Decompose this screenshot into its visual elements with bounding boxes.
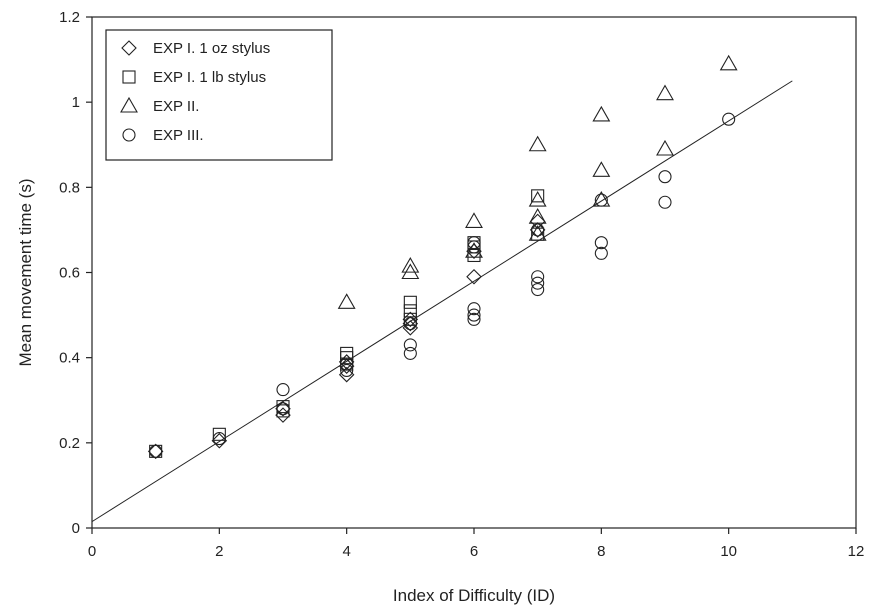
data-point-circle bbox=[467, 302, 481, 316]
data-point-circle bbox=[467, 236, 481, 250]
data-point-circle bbox=[594, 236, 608, 250]
x-tick-label: 8 bbox=[597, 543, 605, 560]
data-point-triangle bbox=[528, 135, 547, 152]
regression-line bbox=[91, 80, 793, 523]
data-point-circle bbox=[340, 363, 354, 377]
legend-square-icon bbox=[122, 70, 136, 84]
data-point-diamond bbox=[211, 432, 228, 449]
x-tick-label: 0 bbox=[88, 543, 96, 560]
data-point-diamond bbox=[466, 268, 482, 285]
data-point-diamond bbox=[338, 366, 355, 383]
data-point-triangle bbox=[465, 242, 483, 258]
y-tick-label: 0.2 bbox=[59, 435, 80, 452]
data-point-circle bbox=[276, 383, 290, 397]
data-point-circle bbox=[467, 312, 481, 326]
data-point-triangle bbox=[528, 208, 547, 224]
y-tick-label: 0 bbox=[72, 520, 80, 537]
legend-triangle-icon bbox=[120, 96, 138, 113]
data-point-triangle bbox=[337, 293, 356, 309]
data-point-circle bbox=[531, 276, 545, 290]
legend-label: EXP III. bbox=[153, 127, 204, 144]
y-tick-label: 0.4 bbox=[59, 350, 80, 367]
y-axis: 0 0.2 0.4 0.6 0.8 1 1.2 bbox=[59, 9, 92, 537]
legend-label: EXP II. bbox=[153, 98, 199, 115]
data-point-square bbox=[403, 295, 417, 309]
legend-label: EXP I. 1 oz stylus bbox=[153, 40, 270, 57]
data-point-triangle bbox=[656, 139, 674, 156]
x-tick-label: 2 bbox=[215, 543, 223, 560]
data-point-square bbox=[531, 189, 545, 203]
data-point-circle bbox=[594, 193, 608, 207]
data-point-circle bbox=[149, 444, 163, 458]
legend-label: EXP I. 1 lb stylus bbox=[153, 69, 266, 86]
data-point-diamond bbox=[529, 222, 546, 238]
data-point-circle bbox=[531, 223, 545, 237]
legend-box bbox=[105, 29, 333, 161]
data-point-square bbox=[403, 312, 417, 326]
y-tick-label: 1 bbox=[72, 94, 80, 111]
fit-line-group bbox=[91, 80, 793, 523]
y-tick-label: 0.8 bbox=[59, 179, 80, 196]
legend-diamond-icon bbox=[121, 40, 137, 56]
x-tick-label: 6 bbox=[470, 543, 478, 560]
x-axis-title: Index of Difficulty (ID) bbox=[393, 586, 555, 605]
x-tick-label: 4 bbox=[342, 543, 350, 560]
data-point-triangle bbox=[401, 263, 420, 280]
x-tick-label: 10 bbox=[720, 543, 737, 560]
data-point-circle bbox=[658, 170, 672, 184]
y-tick-label: 1.2 bbox=[59, 9, 80, 26]
data-point-circle bbox=[340, 357, 354, 371]
data-point-triangle bbox=[719, 54, 738, 71]
data-point-triangle bbox=[528, 225, 547, 241]
data-point-circle bbox=[722, 112, 736, 126]
data-point-square bbox=[403, 304, 417, 318]
x-tick-label: 12 bbox=[848, 543, 865, 560]
data-point-triangle bbox=[528, 190, 547, 207]
data-point-circle bbox=[594, 246, 608, 260]
x-axis: 0 2 4 6 8 10 12 bbox=[88, 528, 865, 560]
data-point-triangle bbox=[592, 105, 611, 122]
series-diamond bbox=[147, 213, 546, 460]
legend-circle-icon bbox=[122, 128, 136, 142]
data-point-circle bbox=[403, 317, 417, 331]
data-point-square bbox=[467, 248, 481, 263]
data-point-triangle bbox=[401, 257, 420, 273]
data-point-circle bbox=[276, 402, 290, 416]
data-point-circle bbox=[403, 346, 417, 360]
data-point-square bbox=[340, 346, 354, 360]
data-point-triangle bbox=[465, 212, 483, 228]
data-point-triangle bbox=[656, 84, 674, 101]
data-point-circle bbox=[467, 240, 481, 254]
data-point-circle bbox=[531, 270, 545, 284]
data-points bbox=[147, 54, 738, 460]
series-square bbox=[149, 189, 545, 458]
series-circle bbox=[149, 112, 736, 458]
data-point-circle bbox=[531, 282, 545, 297]
legend: EXP I. 1 oz stylus EXP I. 1 lb stylus EXP … bbox=[105, 29, 333, 161]
data-point-square bbox=[212, 427, 226, 441]
data-point-triangle bbox=[592, 161, 611, 177]
y-tick-label: 0.6 bbox=[59, 265, 80, 282]
data-point-circle bbox=[212, 432, 226, 446]
y-axis-title: Mean movement time (s) bbox=[16, 179, 35, 367]
data-point-circle bbox=[658, 195, 672, 209]
data-point-diamond bbox=[275, 400, 291, 417]
data-point-diamond bbox=[147, 443, 164, 460]
data-point-circle bbox=[403, 338, 417, 352]
data-point-circle bbox=[467, 308, 481, 322]
